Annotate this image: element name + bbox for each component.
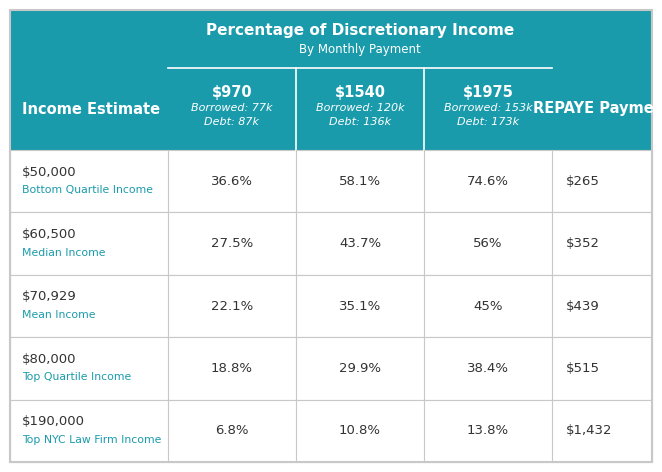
Text: $60,500: $60,500 (22, 228, 77, 241)
Text: Borrowed: 120k: Borrowed: 120k (316, 103, 404, 113)
Text: 6.8%: 6.8% (215, 424, 249, 437)
Text: Debt: 136k: Debt: 136k (329, 117, 391, 127)
Bar (424, 68, 552, 150)
Bar (296, 68, 424, 150)
Text: $80,000: $80,000 (22, 353, 77, 366)
Text: 36.6%: 36.6% (211, 175, 253, 188)
Text: 13.8%: 13.8% (467, 424, 509, 437)
Text: Bottom Quartile Income: Bottom Quartile Income (22, 185, 153, 195)
Text: Borrowed: 77k: Borrowed: 77k (191, 103, 273, 113)
Text: Borrowed: 153k: Borrowed: 153k (444, 103, 532, 113)
Bar (10, 400, 652, 462)
Text: 22.1%: 22.1% (211, 300, 253, 312)
Text: By Monthly Payment: By Monthly Payment (299, 42, 421, 56)
Text: $50,000: $50,000 (22, 166, 77, 179)
Text: $1,432: $1,432 (566, 424, 612, 437)
Text: 45%: 45% (473, 300, 502, 312)
Bar (10, 10, 168, 150)
Bar (10, 275, 652, 337)
Text: Debt: 173k: Debt: 173k (457, 117, 519, 127)
Text: 38.4%: 38.4% (467, 362, 509, 375)
Text: $265: $265 (566, 175, 600, 188)
Text: $439: $439 (566, 300, 600, 312)
Text: Percentage of Discretionary Income: Percentage of Discretionary Income (206, 24, 514, 39)
Text: $970: $970 (212, 85, 252, 101)
Text: 35.1%: 35.1% (339, 300, 381, 312)
Text: REPAYE Payment: REPAYE Payment (533, 101, 662, 117)
Text: Top NYC Law Firm Income: Top NYC Law Firm Income (22, 435, 162, 445)
Text: $190,000: $190,000 (22, 415, 85, 428)
Bar (10, 150, 652, 212)
Text: 27.5%: 27.5% (211, 237, 253, 250)
Text: Debt: 87k: Debt: 87k (205, 117, 260, 127)
Text: $1540: $1540 (334, 85, 385, 101)
Text: Mean Income: Mean Income (22, 310, 95, 320)
Bar (168, 10, 552, 68)
Text: $70,929: $70,929 (22, 290, 77, 303)
Text: Income Estimate: Income Estimate (22, 101, 160, 117)
Text: 43.7%: 43.7% (339, 237, 381, 250)
Bar (552, 10, 652, 150)
Bar (10, 337, 652, 400)
Bar (10, 212, 652, 275)
Text: 74.6%: 74.6% (467, 175, 509, 188)
Bar (168, 68, 296, 150)
Text: Median Income: Median Income (22, 248, 105, 258)
Text: 58.1%: 58.1% (339, 175, 381, 188)
Text: $352: $352 (566, 237, 600, 250)
Text: Top Quartile Income: Top Quartile Income (22, 372, 131, 382)
Text: 18.8%: 18.8% (211, 362, 253, 375)
Text: $515: $515 (566, 362, 600, 375)
Text: 56%: 56% (473, 237, 502, 250)
Text: 10.8%: 10.8% (339, 424, 381, 437)
Text: 29.9%: 29.9% (339, 362, 381, 375)
Text: $1975: $1975 (463, 85, 514, 101)
